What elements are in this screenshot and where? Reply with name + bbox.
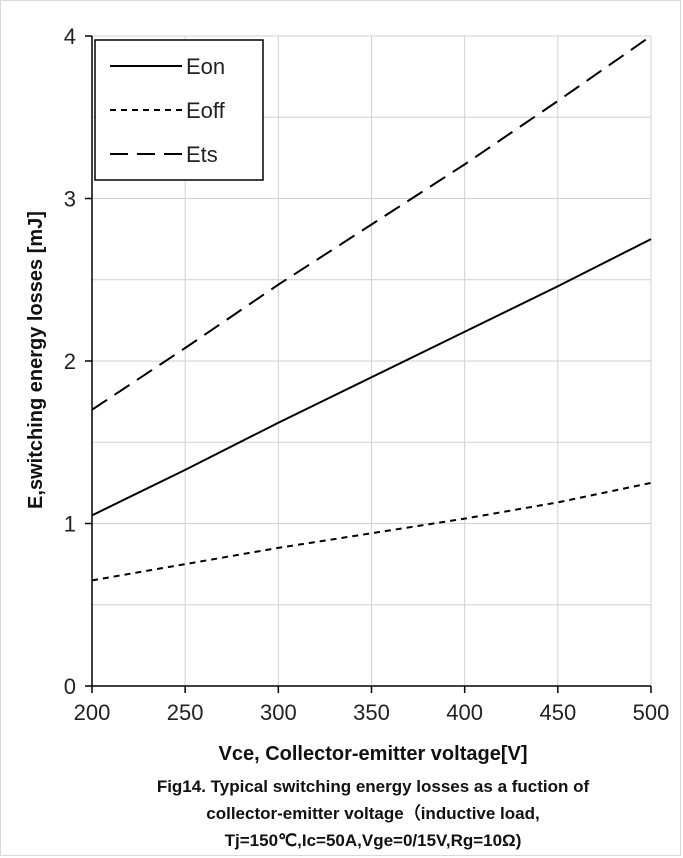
legend: Eon Eoff Ets [94, 39, 264, 181]
series-line-eon [91, 238, 652, 517]
x-tick-label: 300 [260, 700, 297, 725]
x-axis-title: Vce, Collector-emitter voltage[V] [219, 743, 528, 765]
caption-line-2: collector-emitter voltage（inductive load… [206, 803, 539, 823]
x-tick-label: 350 [353, 700, 390, 725]
figure-caption: Fig14. Typical switching energy losses a… [157, 777, 590, 850]
x-tick-label: 200 [74, 700, 111, 725]
y-tick-label: 1 [64, 512, 76, 537]
x-tick-label: 500 [633, 700, 670, 725]
legend-label-ets: Ets [186, 142, 218, 167]
y-tick-label: 3 [64, 187, 76, 212]
series-lines [91, 35, 652, 582]
legend-label-eon: Eon [186, 54, 225, 79]
series-line-ets [91, 35, 652, 411]
legend-label-eoff: Eoff [186, 98, 226, 123]
x-tick-labels: 200 250 300 350 400 450 500 [74, 700, 670, 725]
y-tick-labels: 0 1 2 3 4 [64, 24, 76, 699]
x-tick-label: 400 [446, 700, 483, 725]
y-axis-title: E,switching energy losses [mJ] [25, 211, 47, 509]
caption-line-3: Tj=150℃,Ic=50A,Vge=0/15V,Rg=10Ω) [225, 831, 522, 850]
y-tick-label: 4 [64, 24, 76, 49]
x-tick-label: 450 [539, 700, 576, 725]
x-tick-label: 250 [167, 700, 204, 725]
caption-line-1: Fig14. Typical switching energy losses a… [157, 777, 590, 796]
axes [85, 35, 652, 693]
y-tick-label: 2 [64, 349, 76, 374]
y-tick-label: 0 [64, 674, 76, 699]
